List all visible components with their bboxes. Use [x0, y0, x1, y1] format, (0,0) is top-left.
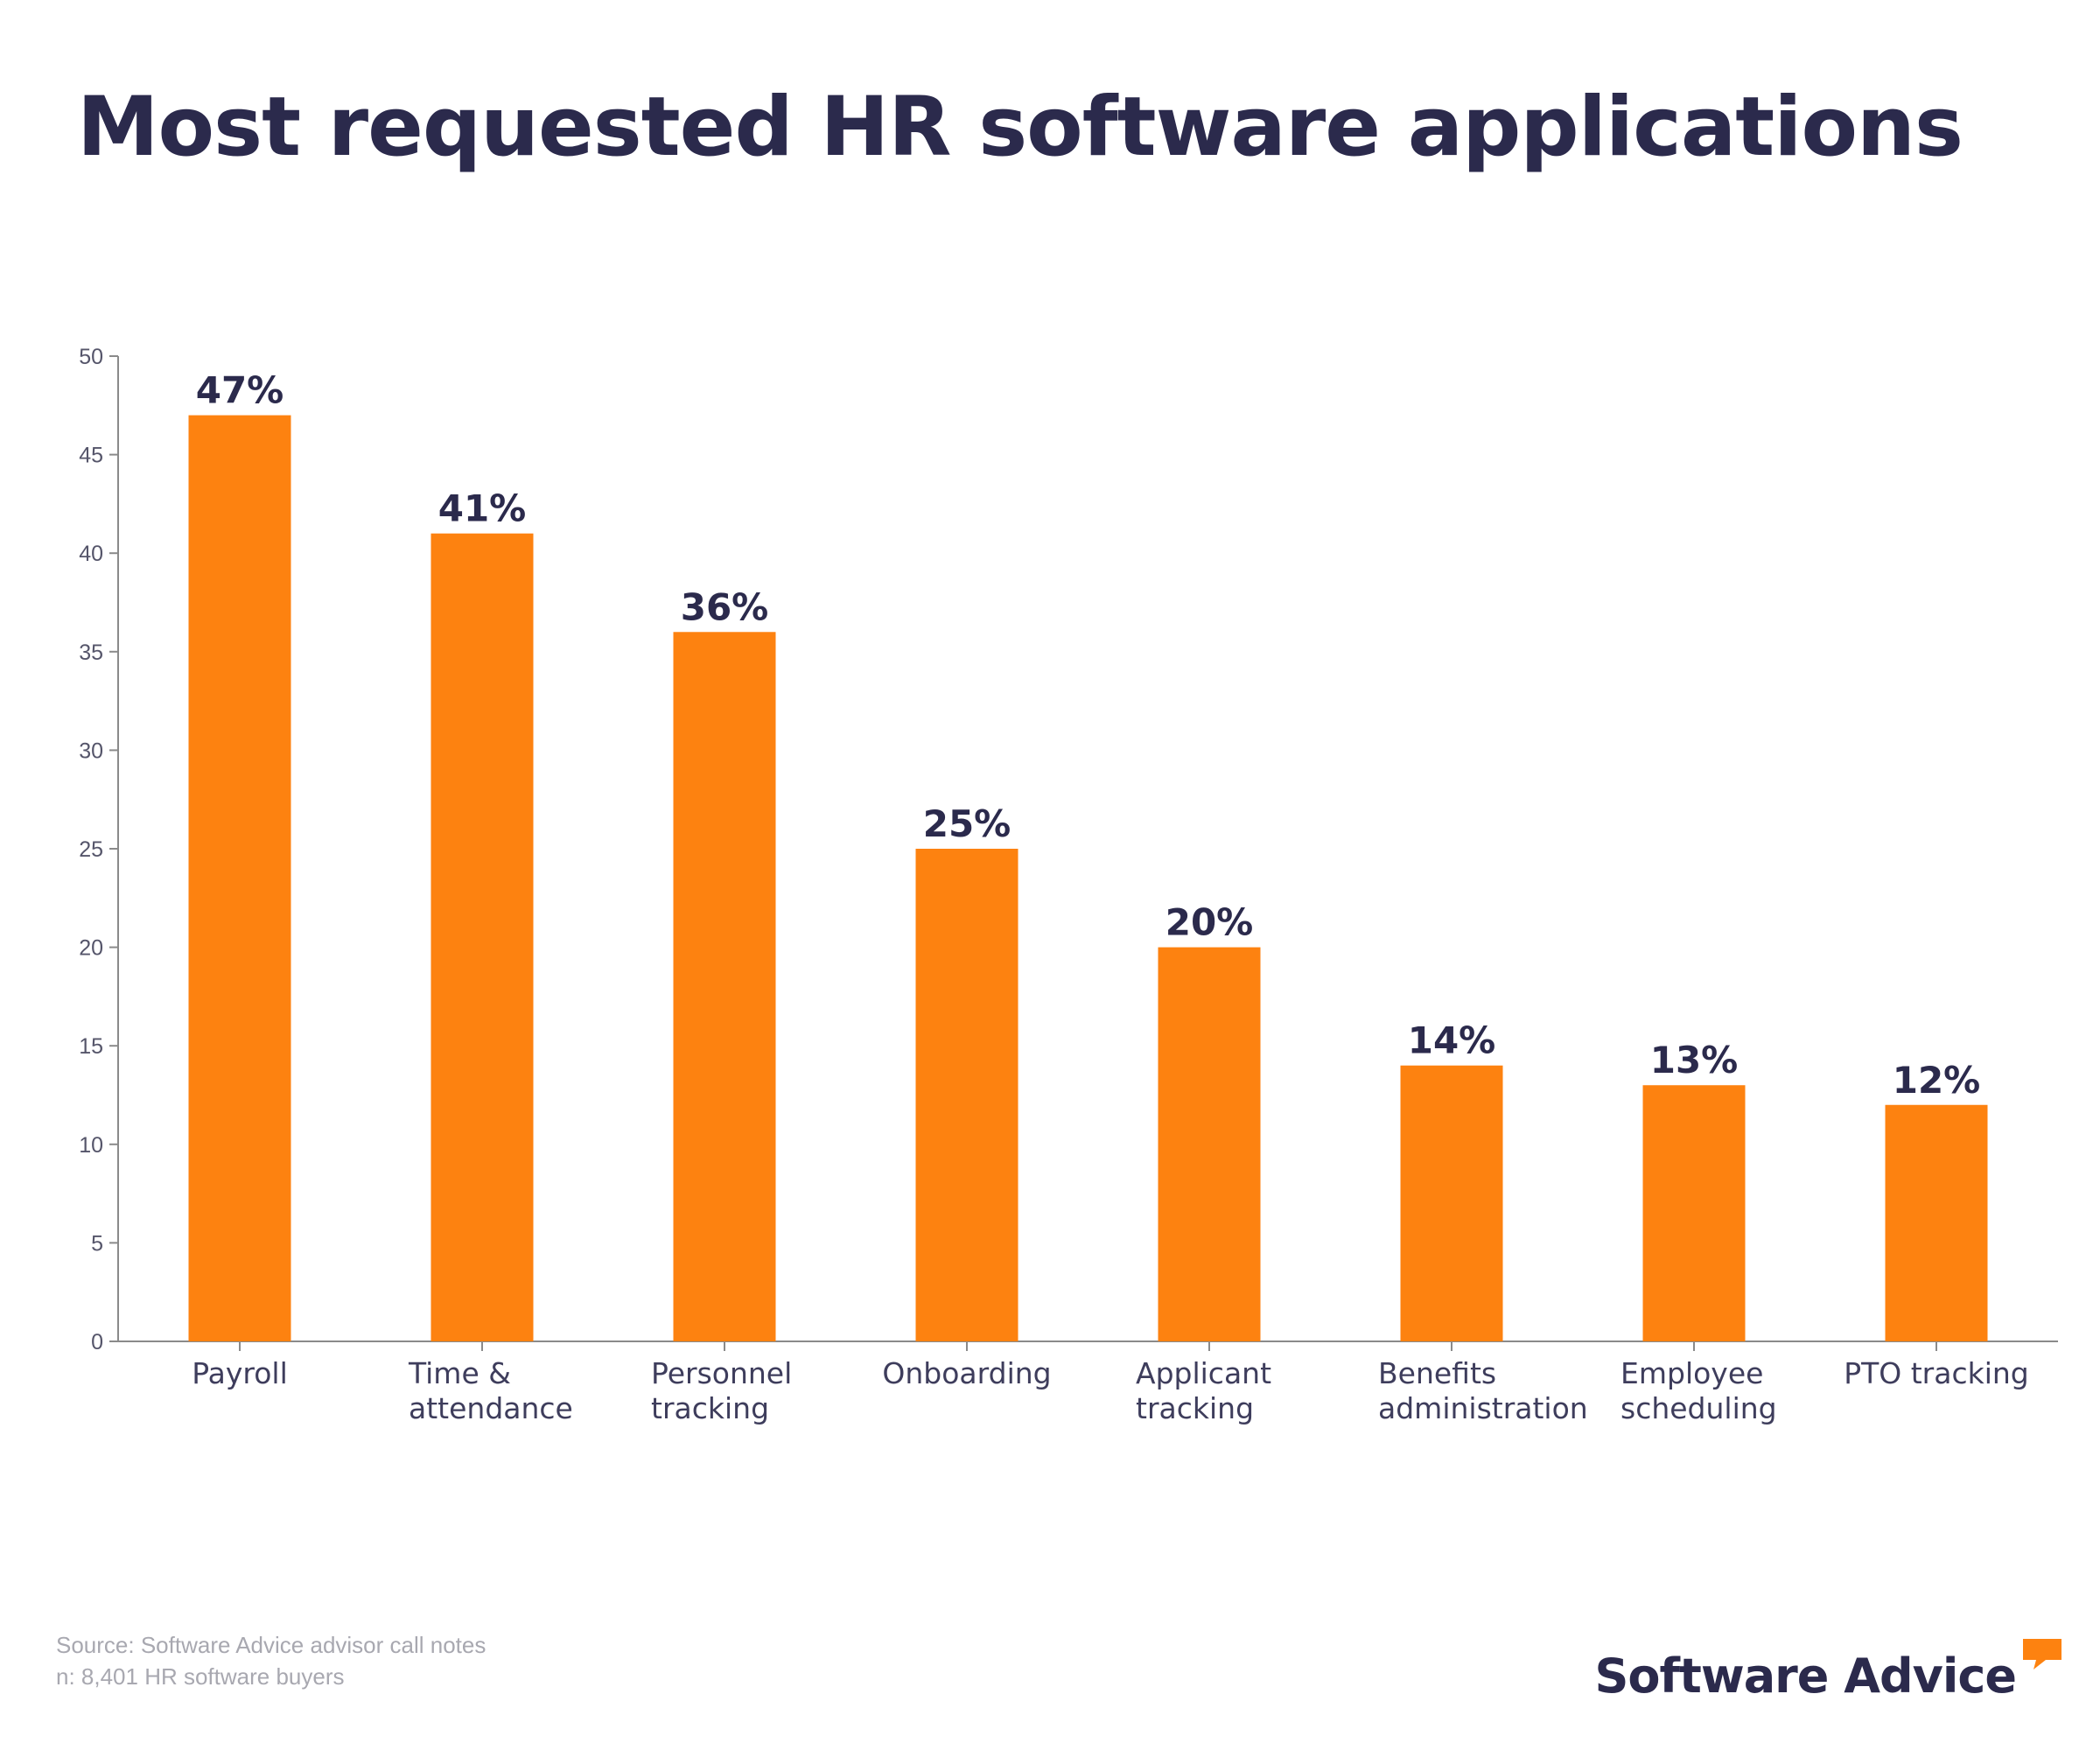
- bar: [1642, 1085, 1746, 1341]
- brand-logo: Software Advice: [1595, 1636, 2063, 1705]
- y-tick-label: 15: [79, 1034, 103, 1059]
- data-label: 36%: [681, 585, 769, 628]
- bar: [188, 415, 291, 1341]
- bar: [673, 632, 776, 1341]
- y-tick-label: 50: [79, 345, 103, 369]
- speech-bubble-icon: [2023, 1639, 2062, 1670]
- bar: [1158, 947, 1261, 1341]
- sample-size-note: n: 8,401 HR software buyers: [56, 1663, 345, 1690]
- brand-name: Software Advice: [1594, 1648, 2017, 1704]
- page-title: Most requested HR software applications: [77, 80, 1964, 175]
- source-note: Source: Software Advice advisor call not…: [56, 1632, 486, 1658]
- y-tick-label: 0: [91, 1330, 103, 1354]
- y-tick-label: 20: [79, 936, 103, 961]
- y-tick-label: 25: [79, 837, 103, 862]
- category-label: Benefits administration: [1378, 1356, 1588, 1425]
- data-label: 41%: [438, 487, 527, 530]
- y-tick-label: 45: [79, 444, 103, 468]
- category-label: Personnel tracking: [651, 1356, 792, 1425]
- y-tick-label: 10: [79, 1133, 103, 1158]
- bars: [188, 415, 1988, 1341]
- y-tick-label: 5: [91, 1231, 103, 1256]
- data-label: 47%: [196, 369, 284, 412]
- category-label: Applicant tracking: [1136, 1356, 1271, 1425]
- y-tick-label: 35: [79, 640, 103, 665]
- category-label: Onboarding: [882, 1356, 1051, 1390]
- category-labels: Payroll Time & attendance Personnel tracking…: [192, 1356, 2029, 1425]
- x-axis: [118, 1340, 2058, 1351]
- category-label: Time & attendance: [408, 1356, 573, 1425]
- bar: [915, 849, 1018, 1341]
- footnote: Source: Software Advice advisor call not…: [56, 1629, 486, 1692]
- y-tick-label: 30: [79, 738, 103, 763]
- category-label: Payroll: [192, 1356, 288, 1390]
- category-label: PTO tracking: [1844, 1356, 2029, 1390]
- data-label: 13%: [1650, 1039, 1739, 1082]
- bar: [1885, 1104, 1988, 1341]
- y-tick-label: 40: [79, 542, 103, 566]
- data-labels: 47% 41% 36% 25% 20% 14% 13% 12%: [196, 369, 1981, 1102]
- data-label: 25%: [923, 802, 1012, 845]
- bar: [430, 533, 534, 1341]
- data-label: 12%: [1893, 1059, 1981, 1102]
- y-axis: 0 5 10 15 20 25 30 35 40 45 50: [79, 345, 119, 1354]
- category-label: Employee scheduling: [1620, 1356, 1777, 1425]
- bar: [1400, 1065, 1503, 1341]
- data-label: 20%: [1166, 901, 1254, 944]
- data-label: 14%: [1408, 1019, 1496, 1062]
